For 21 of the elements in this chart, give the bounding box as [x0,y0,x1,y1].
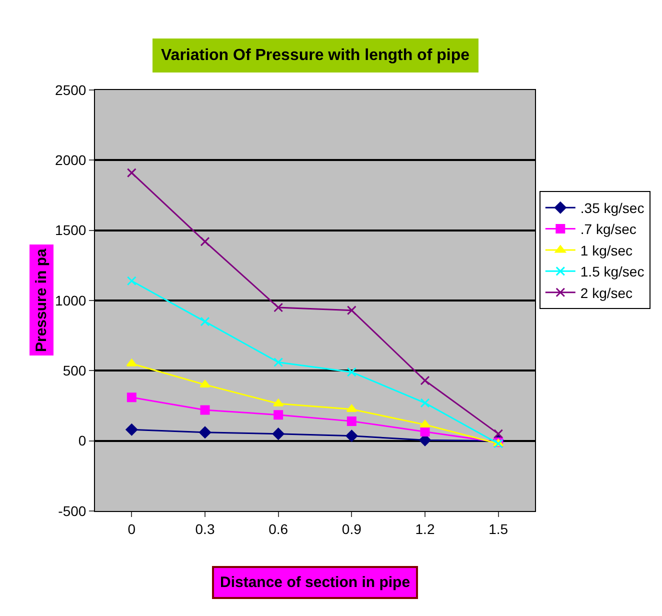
y-tick-label: 500 [62,362,86,379]
y-tick-label: 2500 [55,82,86,98]
legend-label: .7 kg/sec [580,221,636,238]
y-tick-label: 1500 [55,222,86,238]
x-tick-label: 1.5 [488,520,508,537]
legend-label: .35 kg/sec [580,200,644,216]
y-axis-title: Pressure in pa [33,248,50,352]
legend-label: 1 kg/sec [580,242,633,258]
x-tick-label: 0.6 [268,520,288,537]
x-tick-label: 0.9 [342,520,362,537]
y-tick-label: 2000 [55,152,86,168]
legend-label: 1.5 kg/sec [580,264,644,280]
y-tick-label: 0 [78,432,86,449]
x-tick-label: 1.2 [415,520,435,537]
y-tick-label: -500 [58,502,86,519]
x-axis-title: Distance of section in pipe [220,574,410,591]
y-tick-label: 1000 [55,292,86,308]
legend-label: 2 kg/sec [580,284,633,301]
chart-title: Variation Of Pressure with length of pipe [161,47,470,64]
x-tick-label: 0 [128,520,136,537]
x-tick-label: 0.3 [195,520,215,537]
